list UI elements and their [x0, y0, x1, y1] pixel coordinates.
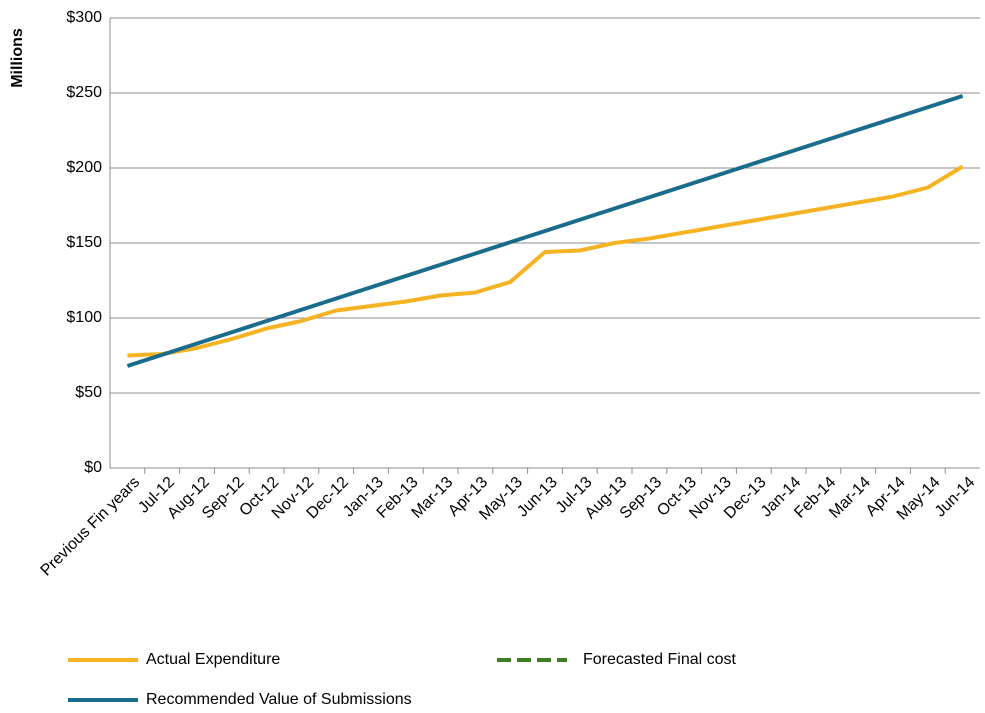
y-tick-label: $250	[66, 84, 102, 101]
x-tick-label: Jun-14	[932, 474, 979, 521]
y-tick-label: $0	[84, 459, 102, 476]
legend-label: Recommended Value of Submissions	[146, 691, 412, 708]
y-tick-label: $50	[75, 384, 102, 401]
y-axis-label: Millions	[9, 28, 26, 88]
x-tick-label: Jun-13	[514, 474, 561, 521]
legend-label: Actual Expenditure	[146, 651, 280, 668]
y-tick-label: $300	[66, 9, 102, 26]
series-line	[126, 94, 964, 368]
x-tick-label: Previous Fin years	[37, 474, 143, 580]
y-tick-label: $100	[66, 309, 102, 326]
y-tick-label: $150	[66, 234, 102, 251]
legend-label: Forecasted Final cost	[583, 651, 737, 668]
y-tick-label: $200	[66, 159, 102, 176]
series-line	[127, 164, 964, 358]
